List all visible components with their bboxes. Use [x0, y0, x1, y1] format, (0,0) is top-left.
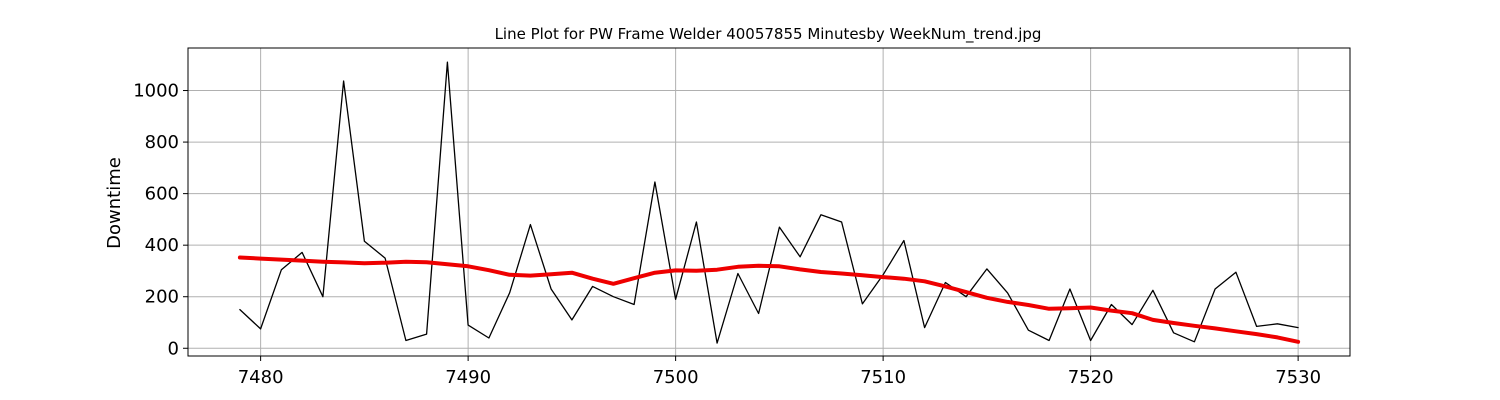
trend-series-line [237, 255, 1301, 344]
x-tick-label: 7510 [860, 367, 906, 388]
plot-frame [187, 47, 1351, 357]
y-tick-label: 800 [145, 132, 179, 153]
x-tick-label: 7490 [445, 367, 491, 388]
y-axis-label: Downtime [104, 157, 125, 249]
x-tick-label: 7480 [238, 367, 284, 388]
y-tick-label: 200 [145, 287, 179, 308]
downtime-series-line [239, 61, 1299, 344]
y-tick-label: 1000 [133, 81, 179, 102]
grid [188, 48, 1350, 356]
x-tick-label: 7530 [1275, 367, 1321, 388]
x-tick-label: 7520 [1068, 367, 1114, 388]
x-tick-label: 7500 [653, 367, 699, 388]
x-axis: 7480 7490 7500 7510 7520 7530 [238, 356, 1321, 388]
y-tick-label: 0 [168, 338, 179, 359]
series-layer [237, 61, 1301, 344]
y-axis: 0 200 400 600 800 1000 [133, 81, 188, 359]
chart-title: Line Plot for PW Frame Welder 40057855 M… [495, 25, 1042, 44]
y-tick-label: 400 [145, 235, 179, 256]
y-tick-label: 600 [145, 184, 179, 205]
